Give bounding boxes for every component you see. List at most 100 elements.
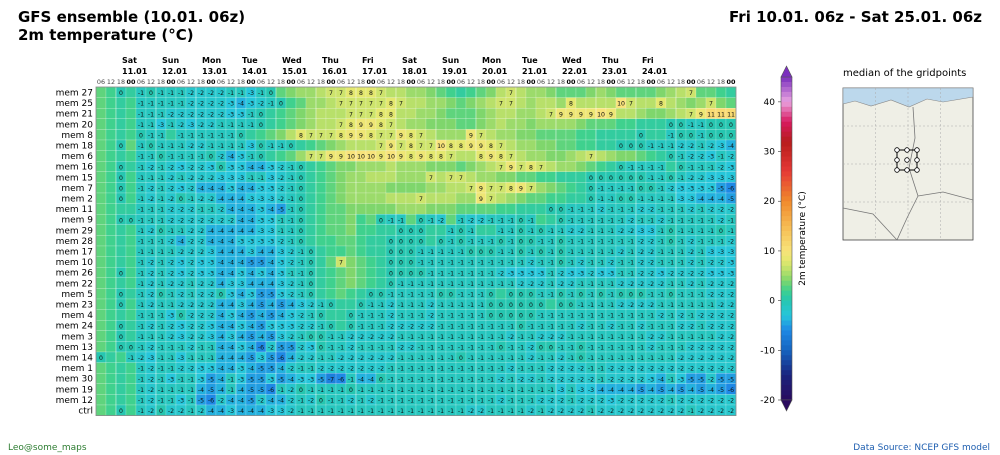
hour-label: 00 [327, 78, 336, 86]
heatmap-cell [325, 214, 337, 225]
cell-label: 0 [139, 132, 143, 139]
cell-label: -2 [528, 281, 534, 288]
heatmap-cells: 0 -1 0 -1 -1 -1 -2 -2 -2 -2 -1 -1 -3 -1 0 7 7 8 8 8 7 7 7-1 -1-… [95, 86, 737, 416]
cell-label: -4 [288, 302, 294, 309]
cell-label: -4 [228, 397, 234, 404]
cell-label: -1 [258, 90, 264, 97]
cell-label: -4 [238, 355, 244, 362]
cell-label: -3 [708, 249, 714, 256]
heatmap-cell [115, 235, 127, 247]
cell-label: -1 [378, 302, 384, 309]
heatmap-cell [565, 86, 577, 98]
cell-label: -2 [628, 366, 634, 373]
cell-label: -2 [618, 228, 624, 235]
cell-label: -3 [248, 238, 254, 245]
cell-label: -1 [288, 175, 294, 182]
cell-label: -1 [468, 334, 474, 341]
cell-label: -2 [528, 408, 534, 415]
heatmap-cell [345, 288, 357, 300]
cell-label: -1 [678, 334, 684, 341]
heatmap-cell [515, 129, 527, 141]
cell-label: 0 [379, 291, 383, 298]
heatmap-cell [285, 86, 297, 98]
cell-label: -2 [308, 397, 314, 404]
cell-label: -1 [588, 260, 594, 267]
cell-label: 7 [429, 143, 433, 150]
hour-label: 12 [587, 78, 595, 86]
cell-label: -1 [598, 313, 604, 320]
heatmap-cell [355, 277, 367, 289]
cell-label: -1 [288, 270, 294, 277]
cell-label: -1 [498, 249, 504, 256]
cell-label: -2 [148, 270, 154, 277]
cell-label: 0 [499, 344, 503, 351]
cell-label: -2 [718, 302, 724, 309]
heatmap-cell [335, 203, 347, 215]
cell-label: -2 [218, 90, 224, 97]
cell-label: -1 [268, 143, 274, 150]
heatmap-cell [555, 129, 567, 141]
cell-label: -3 [178, 323, 184, 330]
cell-label: -1 [178, 175, 184, 182]
cell-label: -3 [268, 238, 274, 245]
cell-label: -6 [728, 185, 734, 192]
day-weekday-label: Sat [122, 56, 137, 65]
cell-label: -4 [598, 387, 604, 394]
cell-label: 0 [479, 249, 483, 256]
heatmap-cell [325, 171, 337, 183]
hour-label: 00 [487, 78, 496, 86]
cell-label: -2 [188, 323, 194, 330]
cell-label: 0 [519, 291, 523, 298]
hour-label: 18 [197, 78, 205, 86]
cell-label: 0 [579, 291, 583, 298]
cell-label: 7 [319, 154, 323, 161]
cell-label: -2 [198, 291, 204, 298]
cell-label: -2 [178, 408, 184, 415]
colorbar-tick-label: 40 [764, 98, 776, 108]
heatmap-cell [545, 150, 557, 162]
heatmap-cell [265, 108, 277, 119]
heatmap-cell [115, 245, 127, 257]
hour-label: 06 [217, 78, 225, 86]
hour-label: 18 [277, 78, 285, 86]
cell-label: 0 [689, 132, 693, 139]
cell-label: -2 [708, 323, 714, 330]
cell-label: -3 [238, 238, 244, 245]
cell-label: -1 [158, 302, 164, 309]
cell-label: -2 [208, 196, 214, 203]
cell-label: -2 [538, 281, 544, 288]
cell-label: -1 [418, 260, 424, 267]
cell-label: -5 [698, 387, 704, 394]
cell-label: 7 [499, 101, 503, 108]
cell-label: -1 [528, 228, 534, 235]
cell-label: -2 [188, 207, 194, 214]
cell-label: -1 [628, 270, 634, 277]
heatmap-cell [465, 203, 477, 215]
heatmap-cell [315, 288, 327, 300]
cell-label: -1 [668, 207, 674, 214]
cell-label: -1 [368, 323, 374, 330]
heatmap-cell [565, 139, 577, 151]
cell-label: -1 [218, 122, 224, 129]
cell-label: -1 [558, 313, 564, 320]
cell-label: -1 [568, 355, 574, 362]
heatmap-cell [315, 192, 327, 204]
cell-label: -1 [668, 376, 674, 383]
heatmap-cell [425, 224, 437, 236]
cell-label: -2 [638, 366, 644, 373]
heatmap-cell [365, 203, 377, 215]
cell-label: -3 [178, 164, 184, 171]
heatmap-cell [375, 235, 387, 247]
cell-label: -2 [568, 228, 574, 235]
cell-label: -1 [478, 387, 484, 394]
cell-label: -4 [228, 270, 234, 277]
cell-label: -2 [668, 185, 674, 192]
cell-label: -3 [638, 228, 644, 235]
cell-label: -1 [308, 387, 314, 394]
cell-label: -1 [288, 228, 294, 235]
heatmap-cell [95, 298, 107, 310]
cell-label: 0 [279, 101, 283, 108]
cell-label: -1 [628, 249, 634, 256]
cell-label: 9 [479, 196, 483, 203]
cell-label: -1 [298, 366, 304, 373]
